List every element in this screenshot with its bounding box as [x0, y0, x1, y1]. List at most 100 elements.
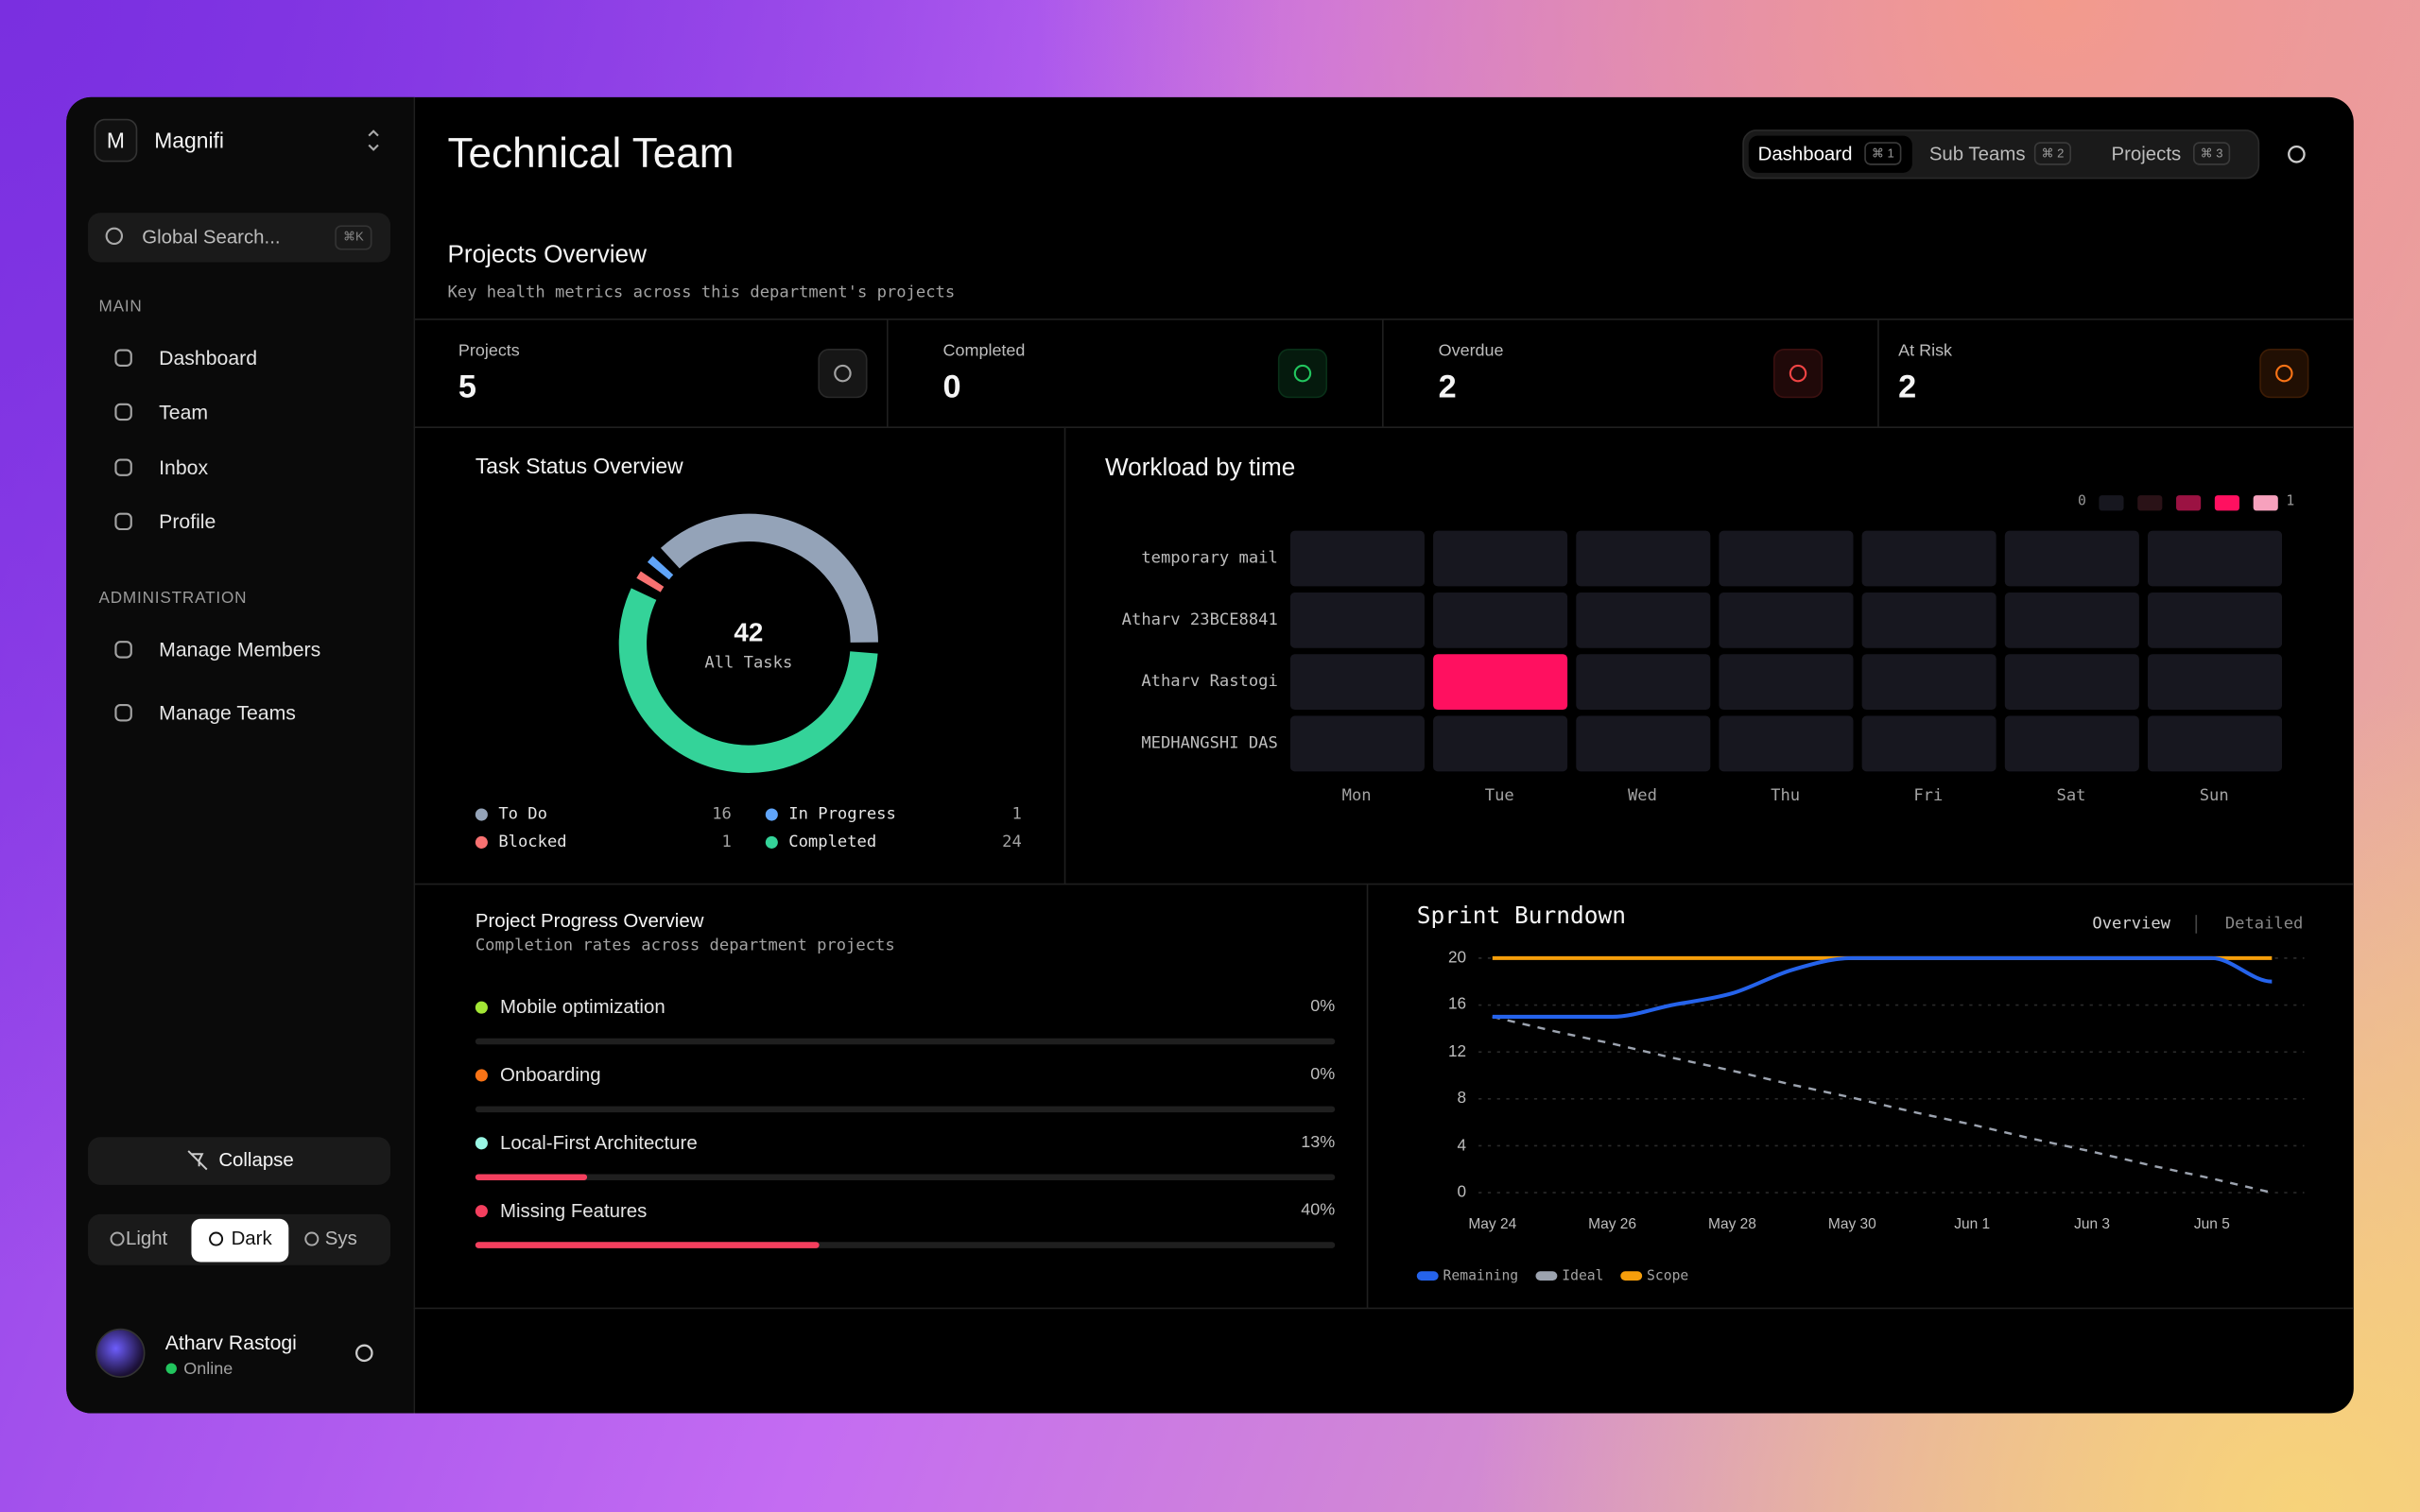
icon — [114, 512, 132, 531]
chart-title: Workload by time — [1104, 455, 1296, 482]
theme-icon — [110, 1231, 125, 1246]
nav-item[interactable]: Team — [159, 400, 209, 424]
heatmap-cell — [2148, 592, 2283, 648]
project-name: Missing Features — [499, 1199, 648, 1222]
project-percent: 40% — [1301, 1201, 1336, 1220]
search-box[interactable] — [88, 213, 391, 263]
heatmap-cell — [1289, 654, 1425, 711]
heatmap-cell — [1861, 592, 1996, 648]
y-tick-label: 4 — [1457, 1136, 1467, 1155]
workspace-logo — [94, 118, 138, 163]
status-dot — [165, 1363, 177, 1374]
legend-label: Ideal — [1562, 1268, 1604, 1285]
heatmap-cell — [1289, 592, 1425, 648]
legend-dot — [475, 1137, 488, 1150]
x-tick-label: Jun 3 — [2074, 1215, 2111, 1233]
row-label: Atharv Rastogi — [1141, 672, 1278, 692]
stat-icon — [1789, 364, 1807, 383]
section-title: Projects Overview — [447, 242, 647, 269]
chart-title: Project Progress Overview — [475, 909, 704, 932]
tab-label[interactable]: Projects — [2111, 143, 2182, 165]
user-status: Online — [183, 1360, 233, 1379]
theme-icon — [304, 1231, 320, 1246]
settings-icon — [2288, 145, 2306, 163]
search-placeholder: Global Search... — [142, 226, 281, 249]
column-label: Thu — [1771, 786, 1801, 805]
series-line — [1492, 955, 2273, 1019]
icon — [114, 704, 132, 722]
chart-subtitle: Completion rates across department proje… — [475, 936, 895, 955]
stat-value: 5 — [458, 369, 476, 405]
donut-segment — [636, 571, 665, 593]
y-tick-label: 16 — [1447, 995, 1467, 1014]
legend-value: 16 — [712, 804, 732, 824]
legend-label: Scope — [1647, 1268, 1689, 1285]
chevron — [368, 129, 379, 151]
row-label: Atharv 23BCE8841 — [1121, 610, 1278, 629]
heatmap-cell — [1576, 592, 1711, 648]
heatmap-cell — [1433, 530, 1568, 587]
tab-shortcut: ⌘ 1 — [1871, 146, 1894, 161]
collapse-button[interactable] — [88, 1137, 391, 1185]
nav-item[interactable]: Inbox — [159, 455, 209, 479]
project-percent: 0% — [1310, 1065, 1336, 1084]
icon — [114, 641, 132, 659]
heatmap-cell — [1576, 654, 1711, 711]
tab-label[interactable]: Dashboard — [1757, 143, 1853, 165]
progress-track — [475, 1106, 1336, 1113]
tab-kbd — [2193, 142, 2231, 165]
stat-icon-box — [818, 348, 868, 399]
legend-dot — [765, 835, 778, 849]
tab-label[interactable]: Sub Teams — [1928, 143, 2026, 165]
legend-swatch — [2214, 495, 2239, 511]
column-label: Tue — [1484, 786, 1514, 805]
row-label: MEDHANGSHI DAS — [1141, 733, 1278, 753]
chart-tab[interactable]: Overview — [2092, 914, 2170, 934]
legend-dot — [475, 808, 488, 821]
theme-option[interactable]: Light — [125, 1228, 168, 1250]
donut-center-value: 42 — [734, 617, 764, 647]
stat-value: 2 — [1438, 369, 1457, 405]
legend-value: 1 — [721, 833, 732, 851]
theme-option[interactable]: Sys — [324, 1228, 357, 1250]
column-label: Fri — [1913, 786, 1944, 805]
section-title: MAIN — [98, 297, 143, 317]
heatmap-cell — [1433, 654, 1568, 711]
heatmap-cell — [1719, 715, 1854, 772]
icon — [114, 349, 132, 368]
workspace-initial: M — [106, 128, 125, 153]
nav-item[interactable]: Manage Members — [159, 638, 321, 662]
donut-segment — [660, 513, 878, 644]
progress-bar — [475, 1174, 588, 1180]
stat-label: At Risk — [1898, 341, 1953, 361]
stat-icon-box — [2259, 348, 2309, 399]
nav-item[interactable]: Manage Teams — [159, 701, 296, 725]
chart-tab[interactable]: Detailed — [2224, 914, 2304, 934]
progress-track — [475, 1038, 1336, 1045]
chart-title: Task Status Overview — [475, 454, 683, 479]
legend-swatch — [1620, 1271, 1643, 1281]
legend-label: Completed — [788, 833, 877, 851]
theme-option[interactable]: Dark — [231, 1228, 272, 1250]
legend-value: 1 — [1011, 804, 1022, 824]
x-tick-label: May 24 — [1468, 1215, 1517, 1233]
search-kbd — [335, 225, 372, 250]
theme-icon — [209, 1231, 224, 1246]
avatar — [95, 1328, 146, 1378]
nav-item[interactable]: Dashboard — [159, 346, 258, 370]
collapse-label[interactable]: Collapse — [218, 1148, 294, 1171]
icon — [114, 403, 132, 421]
stat-value: 2 — [1898, 369, 1917, 405]
legend-swatch — [1535, 1271, 1558, 1281]
legend-label: Blocked — [498, 833, 567, 851]
column-label: Sun — [2199, 786, 2229, 805]
legend-dot — [475, 1001, 488, 1014]
progress-track — [475, 1174, 1336, 1180]
section-subtitle: Key health metrics across this departmen… — [447, 284, 956, 302]
heatmap-cell — [1433, 715, 1568, 772]
x-tick-label: May 30 — [1827, 1215, 1876, 1233]
nav-item[interactable]: Profile — [159, 509, 216, 534]
y-tick-label: 20 — [1447, 948, 1467, 968]
heatmap-cell — [2148, 530, 2283, 587]
